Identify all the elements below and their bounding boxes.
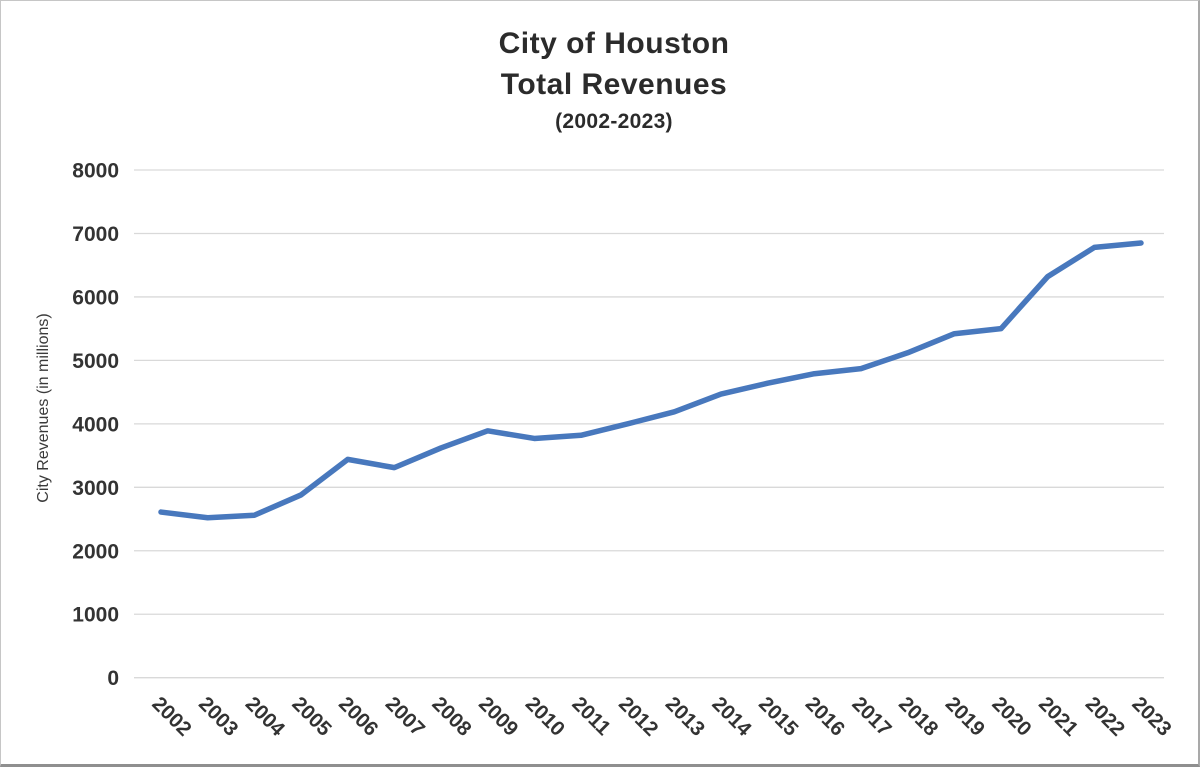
- x-tick-label: 2002: [147, 692, 196, 741]
- x-tick-label: 2006: [334, 692, 383, 741]
- x-tick-label: 2004: [241, 692, 290, 741]
- x-tick-label: 2007: [381, 692, 430, 741]
- x-tick-label: 2012: [614, 692, 663, 741]
- x-tick-label: 2020: [987, 692, 1036, 741]
- x-tick-label: 2022: [1081, 692, 1130, 741]
- x-tick-label: 2011: [567, 692, 615, 740]
- x-tick-label: 2017: [847, 692, 896, 741]
- y-tick-label: 2000: [72, 540, 119, 563]
- x-tick-label: 2003: [194, 692, 243, 741]
- y-tick-label: 1000: [72, 604, 119, 627]
- x-tick-label: 2013: [661, 692, 710, 741]
- x-tick-label: 2023: [1127, 692, 1176, 741]
- x-tick-label: 2014: [707, 692, 756, 741]
- y-tick-label: 4000: [72, 413, 119, 436]
- x-tick-label: 2008: [427, 692, 476, 741]
- chart-title: City of Houston: [498, 27, 730, 60]
- revenue-series-line: [158, 240, 1144, 521]
- chart-period-label: (2002-2023): [555, 110, 673, 133]
- y-tick-label: 3000: [72, 477, 119, 500]
- y-tick-label: 5000: [72, 350, 119, 373]
- y-tick-label: 7000: [72, 223, 119, 246]
- x-tick-label: 2019: [941, 692, 990, 741]
- y-axis-title: City Revenues (in millions): [35, 313, 52, 503]
- x-tick-label: 2018: [894, 692, 943, 741]
- x-tick-label: 2005: [287, 692, 336, 741]
- x-tick-label: 2015: [754, 692, 803, 741]
- x-tick-label: 2021: [1034, 692, 1083, 741]
- y-tick-label: 8000: [72, 160, 119, 183]
- chart-title-block: City of Houston Total Revenues (2002-202…: [27, 23, 1198, 139]
- x-tick-label: 2009: [474, 692, 523, 741]
- chart-subtitle: Total Revenues: [500, 68, 728, 101]
- x-tick-label: 2016: [801, 692, 850, 741]
- x-tick-label: 2010: [521, 692, 570, 741]
- y-tick-label: 6000: [72, 286, 119, 309]
- y-tick-label: 0: [107, 667, 119, 690]
